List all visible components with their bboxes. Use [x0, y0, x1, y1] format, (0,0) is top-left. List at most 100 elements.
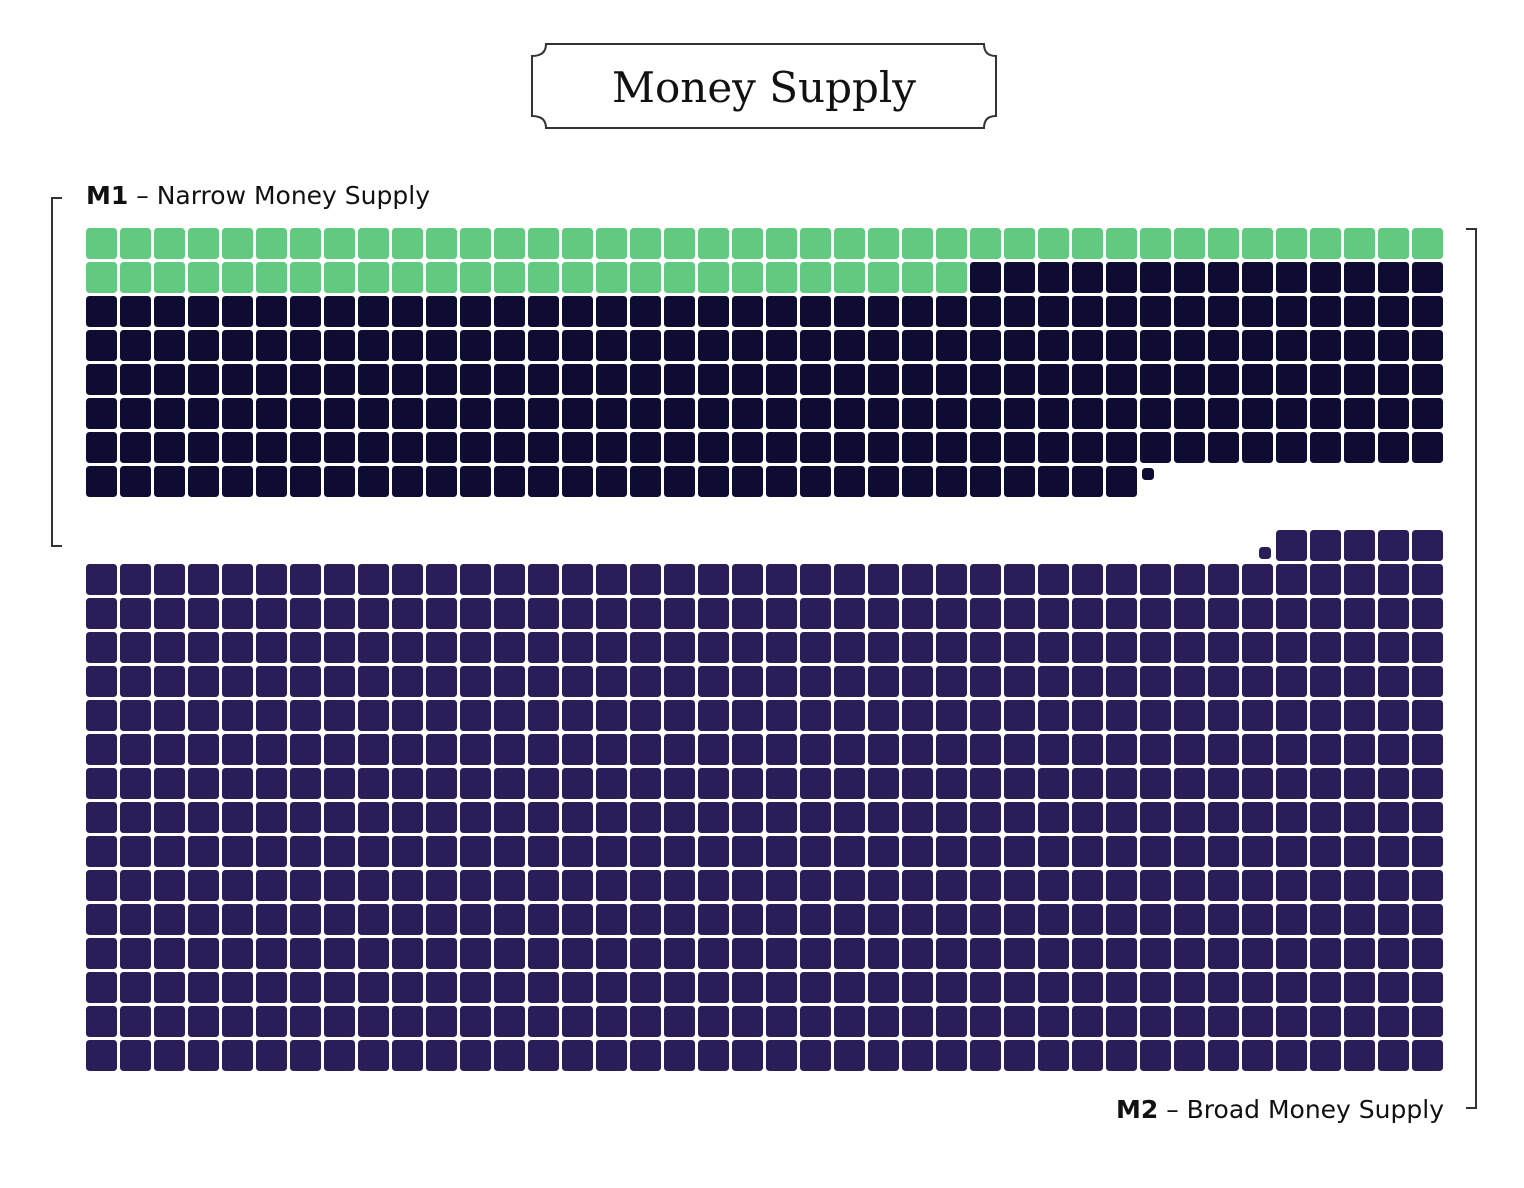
waffle-cell: [1378, 228, 1409, 259]
waffle-cell: [494, 632, 525, 663]
waffle-cell: [1106, 398, 1137, 429]
m2-code: M2: [1116, 1095, 1158, 1124]
waffle-cell: [1038, 768, 1069, 799]
waffle-cell: [936, 938, 967, 969]
waffle-cell: [1038, 228, 1069, 259]
waffle-cell: [1004, 972, 1035, 1003]
waffle-cell: [1412, 938, 1443, 969]
waffle-cell: [426, 972, 457, 1003]
waffle-cell: [358, 870, 389, 901]
waffle-cell: [460, 432, 491, 463]
waffle-cell: [664, 466, 695, 497]
waffle-cell: [664, 666, 695, 697]
waffle-cell: [630, 632, 661, 663]
waffle-cell: [596, 564, 627, 595]
waffle-cell: [800, 466, 831, 497]
waffle-cell: [256, 364, 287, 395]
waffle-cell: [494, 938, 525, 969]
waffle-cell: [1412, 330, 1443, 361]
waffle-cell: [1072, 768, 1103, 799]
waffle-cell: [188, 972, 219, 1003]
waffle-cell: [902, 296, 933, 327]
waffle-cell: [902, 330, 933, 361]
waffle-cell: [154, 228, 185, 259]
waffle-cell: [86, 364, 117, 395]
waffle-cell: [1140, 904, 1171, 935]
waffle-cell: [596, 938, 627, 969]
waffle-cell: [664, 734, 695, 765]
waffle-cell: [902, 466, 933, 497]
waffle-cell: [902, 802, 933, 833]
m1-code: M1: [86, 181, 128, 210]
waffle-cell: [222, 904, 253, 935]
waffle-cell: [1072, 836, 1103, 867]
waffle-cell: [392, 228, 423, 259]
waffle-cell: [1276, 836, 1307, 867]
waffle-cell: [766, 904, 797, 935]
waffle-cell: [290, 972, 321, 1003]
waffle-cell: [596, 262, 627, 293]
waffle-cell: [698, 262, 729, 293]
waffle-cell: [1310, 598, 1341, 629]
waffle-cell: [392, 632, 423, 663]
waffle-cell: [324, 432, 355, 463]
waffle-cell: [86, 1006, 117, 1037]
waffle-cell: [1276, 296, 1307, 327]
waffle-cell: [970, 1040, 1001, 1071]
title-frame: [531, 43, 997, 129]
waffle-cell: [222, 564, 253, 595]
waffle-cell: [1412, 904, 1443, 935]
waffle-cell: [1276, 1006, 1307, 1037]
waffle-cell: [86, 870, 117, 901]
waffle-cell: [392, 734, 423, 765]
waffle-cell: [766, 398, 797, 429]
waffle-cell: [290, 836, 321, 867]
waffle-cell: [868, 972, 899, 1003]
waffle-cell: [1208, 768, 1239, 799]
waffle-cell: [1242, 1006, 1273, 1037]
waffle-cell: [1038, 330, 1069, 361]
waffle-cell: [426, 904, 457, 935]
waffle-cell: [154, 700, 185, 731]
waffle-cell: [358, 632, 389, 663]
waffle-cell: [970, 972, 1001, 1003]
waffle-cell: [630, 296, 661, 327]
m1-description: Narrow Money Supply: [157, 181, 431, 210]
waffle-cell: [1344, 632, 1375, 663]
waffle-cell: [596, 666, 627, 697]
waffle-cell: [868, 432, 899, 463]
waffle-cell: [1242, 398, 1273, 429]
waffle-cell: [1412, 666, 1443, 697]
waffle-cell: [1174, 432, 1205, 463]
waffle-cell: [494, 1006, 525, 1037]
waffle-cell: [562, 802, 593, 833]
waffle-cell: [426, 598, 457, 629]
waffle-cell: [528, 972, 559, 1003]
waffle-cell: [86, 972, 117, 1003]
waffle-cell: [290, 598, 321, 629]
waffle-cell: [1004, 564, 1035, 595]
waffle-cell: [1140, 836, 1171, 867]
waffle-cell: [1412, 1006, 1443, 1037]
waffle-cell: [1344, 530, 1375, 561]
waffle-cell: [1412, 632, 1443, 663]
waffle-cell: [970, 938, 1001, 969]
waffle-cell: [222, 870, 253, 901]
waffle-cell: [1174, 972, 1205, 1003]
waffle-cell: [596, 972, 627, 1003]
waffle-cell: [1106, 632, 1137, 663]
waffle-cell: [1038, 802, 1069, 833]
waffle-cell: [902, 768, 933, 799]
waffle-cell: [630, 666, 661, 697]
waffle-cell: [1038, 598, 1069, 629]
waffle-cell: [120, 734, 151, 765]
waffle-cell: [460, 1006, 491, 1037]
waffle-cell: [86, 802, 117, 833]
waffle-cell: [1072, 802, 1103, 833]
waffle-cell: [1038, 466, 1069, 497]
waffle-cell: [1242, 632, 1273, 663]
waffle-cell: [494, 330, 525, 361]
waffle-cell: [290, 768, 321, 799]
waffle-cell: [1344, 364, 1375, 395]
waffle-cell: [494, 768, 525, 799]
